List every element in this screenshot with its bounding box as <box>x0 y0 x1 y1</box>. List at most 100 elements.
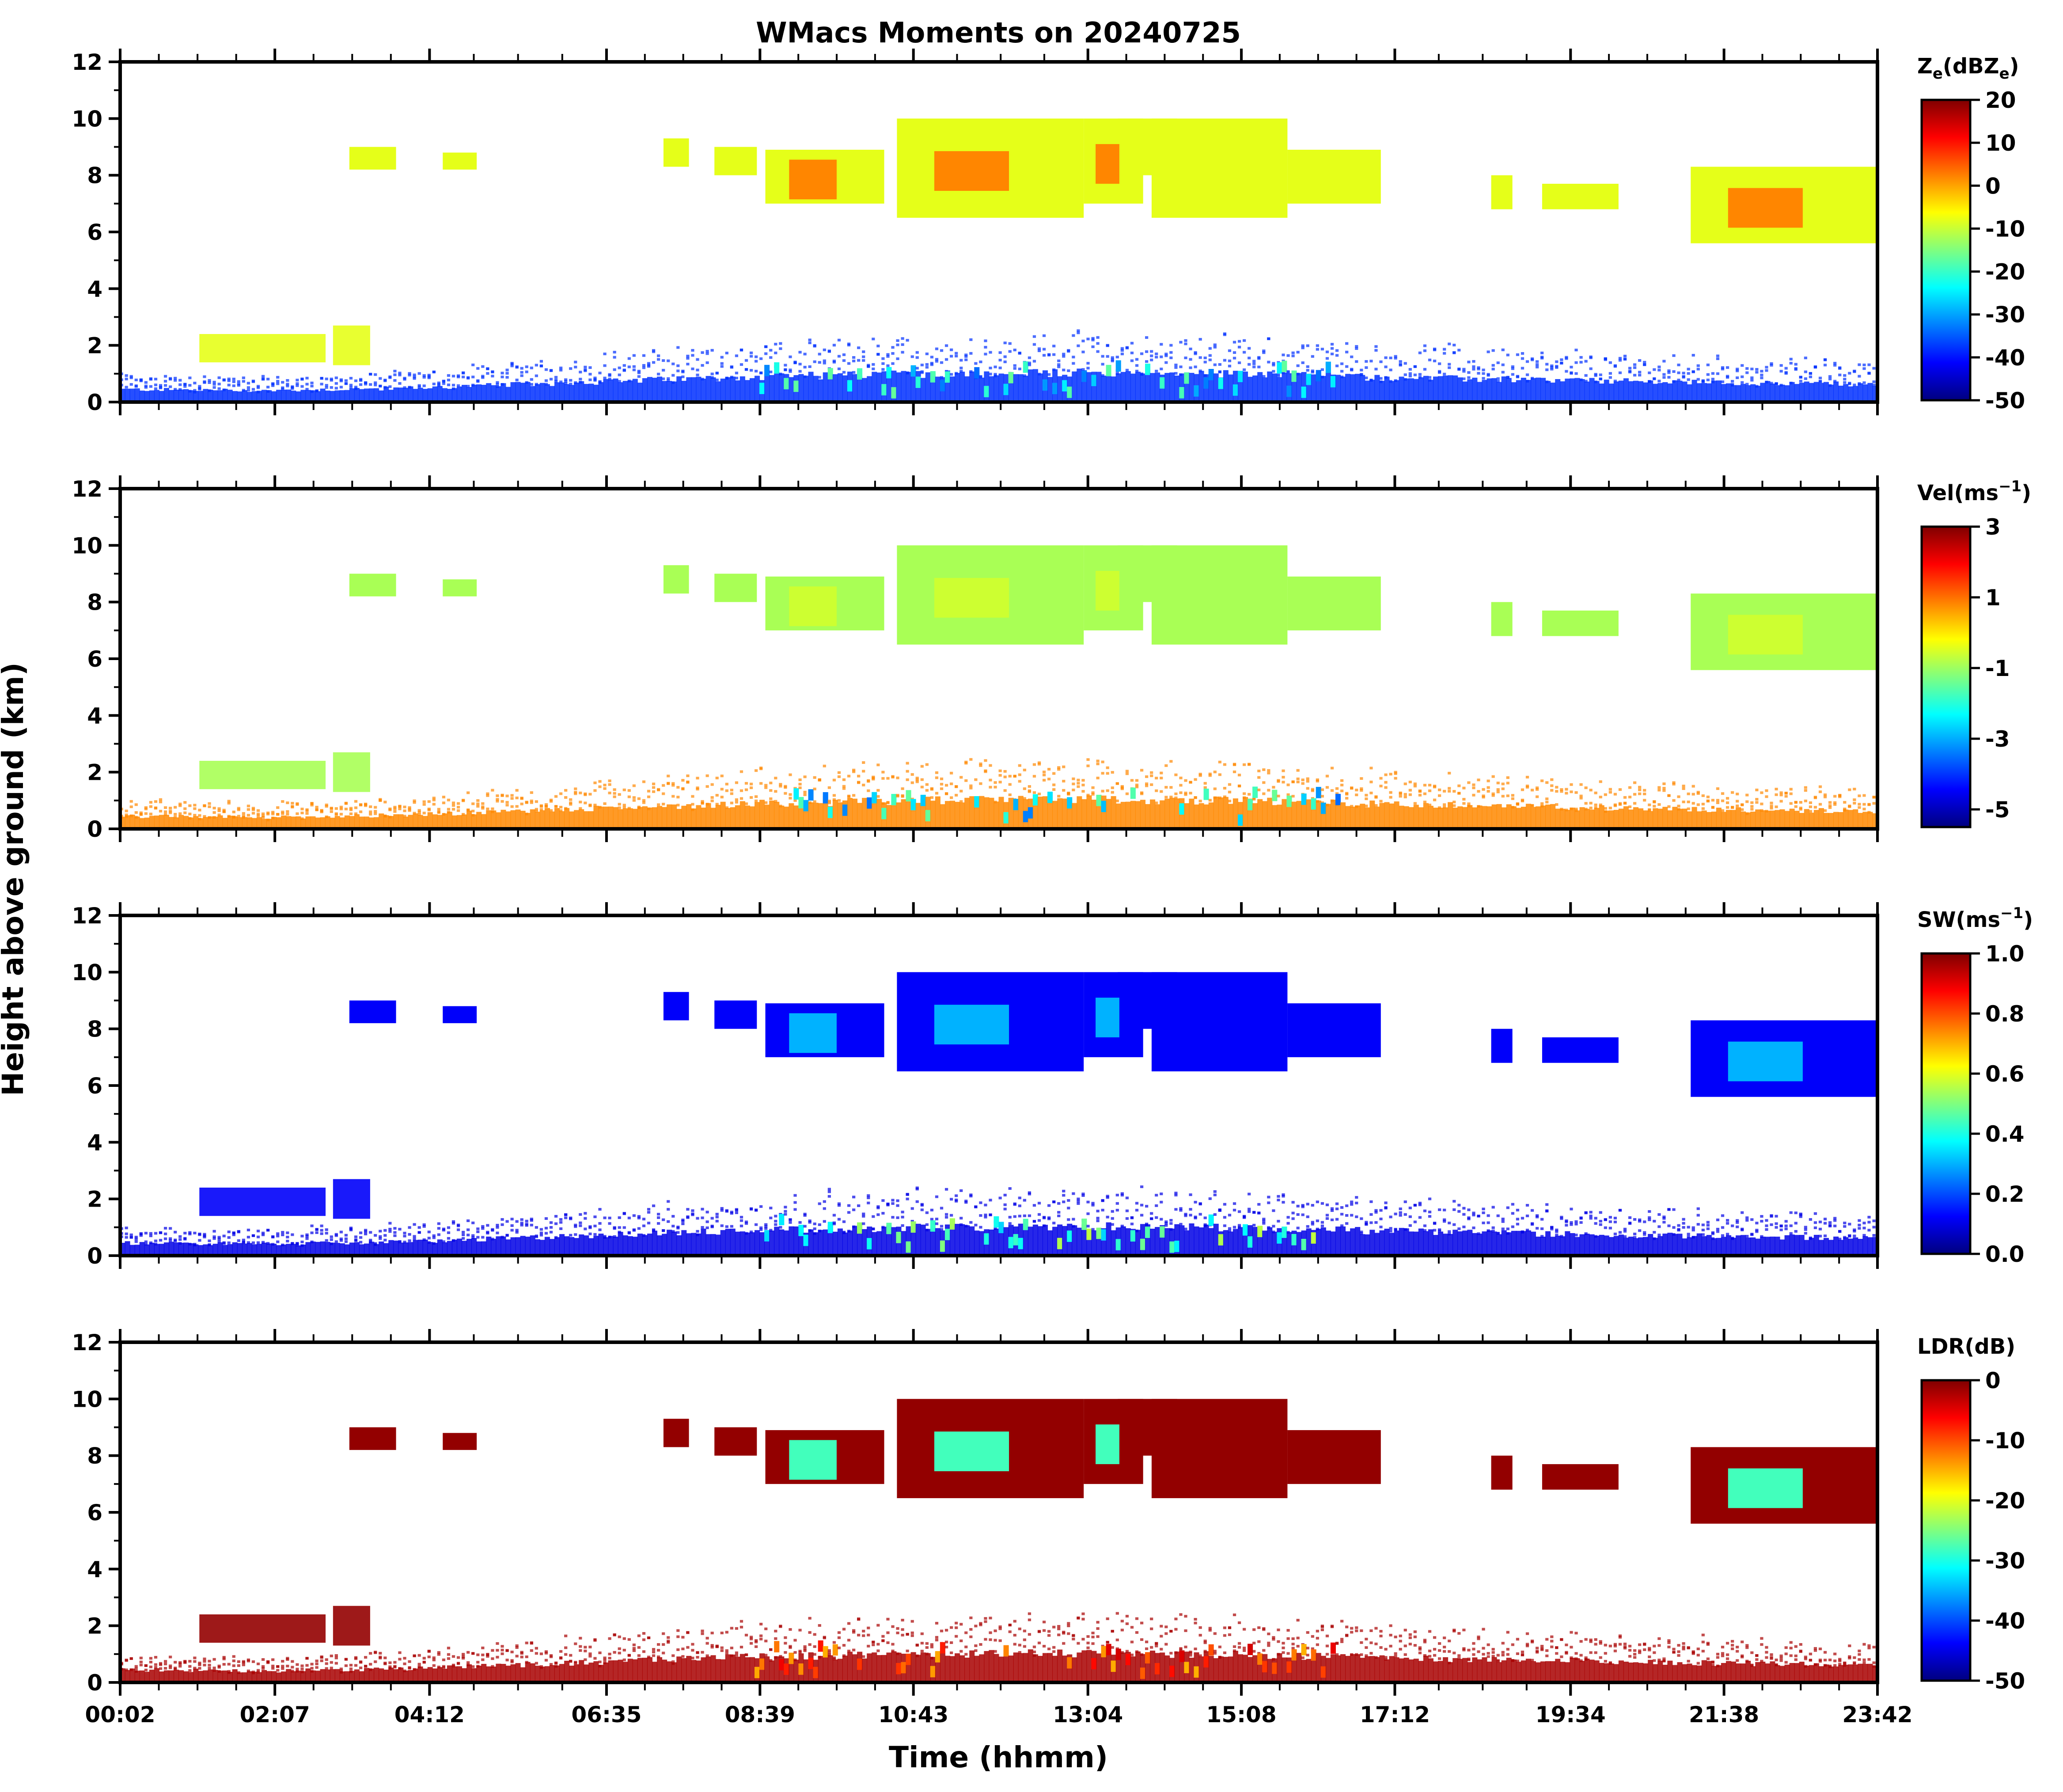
colorbar-tick-label: -30 <box>1985 302 2025 328</box>
bl-echo-column <box>539 810 545 829</box>
bl-speckle <box>374 1234 377 1237</box>
bl-speckle <box>1428 1211 1432 1214</box>
bl-speckle <box>398 805 402 808</box>
bl-speckle <box>222 1241 226 1244</box>
bl-speckle <box>901 337 904 340</box>
bl-speckle <box>608 1235 611 1238</box>
bl-speckle <box>447 1237 451 1240</box>
y-tick-label: 6 <box>87 220 102 245</box>
bl-speckle <box>710 1224 714 1227</box>
bl-speckle <box>1389 368 1392 372</box>
bl-speckle <box>1130 1223 1134 1226</box>
bl-speckle <box>579 807 582 810</box>
bl-echo-column <box>369 1241 375 1256</box>
bl-speckle <box>413 799 416 802</box>
bl-speckle <box>1291 1211 1295 1215</box>
bl-speckle <box>330 806 333 809</box>
bl-echo-column <box>1570 378 1575 402</box>
bl-speckle <box>1770 362 1773 365</box>
bl-speckle <box>163 1237 167 1240</box>
bl-speckle <box>1516 353 1520 356</box>
bl-speckle <box>705 361 709 364</box>
bl-echo-column <box>1809 812 1814 829</box>
bl-echo-column <box>1169 797 1175 829</box>
bl-speckle <box>261 375 265 378</box>
bl-speckle <box>1203 782 1207 785</box>
bl-speckle <box>1032 763 1036 766</box>
bl-speckle <box>1306 1225 1309 1228</box>
bl-speckle <box>1731 380 1734 383</box>
bl-speckle <box>1662 376 1666 379</box>
bl-speckle <box>476 799 480 802</box>
bl-echo-column <box>1574 378 1580 402</box>
bl-speckle <box>1335 787 1339 790</box>
bl-echo-column <box>1540 805 1546 829</box>
bl-echo-column <box>1682 1238 1688 1256</box>
bl-speckle <box>1384 356 1388 359</box>
bl-speckle <box>359 804 363 807</box>
bl-speckle <box>174 1230 177 1234</box>
plot-area-velocity <box>120 545 1877 829</box>
bl-speckle <box>359 1231 363 1234</box>
bl-speckle <box>676 796 680 799</box>
bl-speckle <box>1745 1219 1749 1222</box>
bl-speckle <box>1355 805 1358 808</box>
bl-speckle <box>232 1233 235 1236</box>
bl-speckle <box>1316 1219 1319 1223</box>
bl-speckle <box>1872 380 1876 383</box>
bl-echo-column <box>515 382 521 402</box>
bl-echo-column <box>451 815 457 829</box>
bl-echo-column <box>1145 369 1151 402</box>
bl-speckle <box>1369 360 1373 363</box>
bl-speckle <box>1320 376 1324 379</box>
bl-echo-column <box>174 1242 179 1256</box>
bl-speckle <box>1101 363 1104 366</box>
bl-speckle <box>1779 364 1783 367</box>
bl-echo-column <box>139 1670 145 1682</box>
bl-speckle <box>1203 1216 1207 1219</box>
bl-echo-column <box>725 808 731 829</box>
bl-speckle <box>984 339 987 342</box>
bl-speckle <box>964 779 968 782</box>
bl-speckle <box>1340 370 1344 373</box>
bl-speckle <box>1296 777 1300 780</box>
bl-speckle <box>735 354 739 357</box>
bl-speckle <box>1223 763 1227 766</box>
bl-speckle <box>637 371 641 374</box>
bl-speckle <box>1672 354 1676 357</box>
bl-speckle <box>1477 790 1480 793</box>
bl-speckle <box>442 1240 446 1243</box>
bl-speckle <box>1462 1213 1466 1216</box>
bl-speckle <box>1482 1211 1485 1215</box>
bl-speckle <box>1032 1220 1036 1223</box>
bl-speckle <box>1765 1228 1768 1231</box>
bl-echo-column <box>163 388 169 402</box>
bl-speckle <box>1565 1219 1568 1223</box>
bl-speckle <box>925 783 929 786</box>
bl-speckle <box>291 805 294 808</box>
bl-echo-column <box>1648 1234 1653 1256</box>
bl-core <box>1291 1234 1297 1245</box>
bl-speckle <box>867 789 870 792</box>
bl-speckle <box>720 775 724 778</box>
bl-speckle <box>1423 349 1427 352</box>
bl-speckle <box>271 382 275 385</box>
bl-speckle <box>1379 360 1383 363</box>
bl-core <box>1174 1241 1180 1252</box>
bl-speckle <box>1501 348 1505 351</box>
bl-speckle <box>1487 1229 1490 1232</box>
bl-echo-column <box>872 372 877 402</box>
bl-speckle <box>803 775 807 778</box>
bl-speckle <box>1013 1202 1016 1205</box>
bl-speckle <box>476 1230 480 1234</box>
bl-speckle <box>1487 790 1490 793</box>
bl-speckle <box>1028 785 1032 788</box>
bl-echo-column <box>208 816 213 829</box>
bl-speckle <box>1213 796 1217 799</box>
bl-speckle <box>544 383 548 386</box>
bl-speckle <box>1550 364 1554 367</box>
bl-speckle <box>1594 791 1597 794</box>
bl-speckle <box>1506 376 1509 379</box>
bl-speckle <box>1037 372 1041 376</box>
bl-speckle <box>515 789 519 792</box>
